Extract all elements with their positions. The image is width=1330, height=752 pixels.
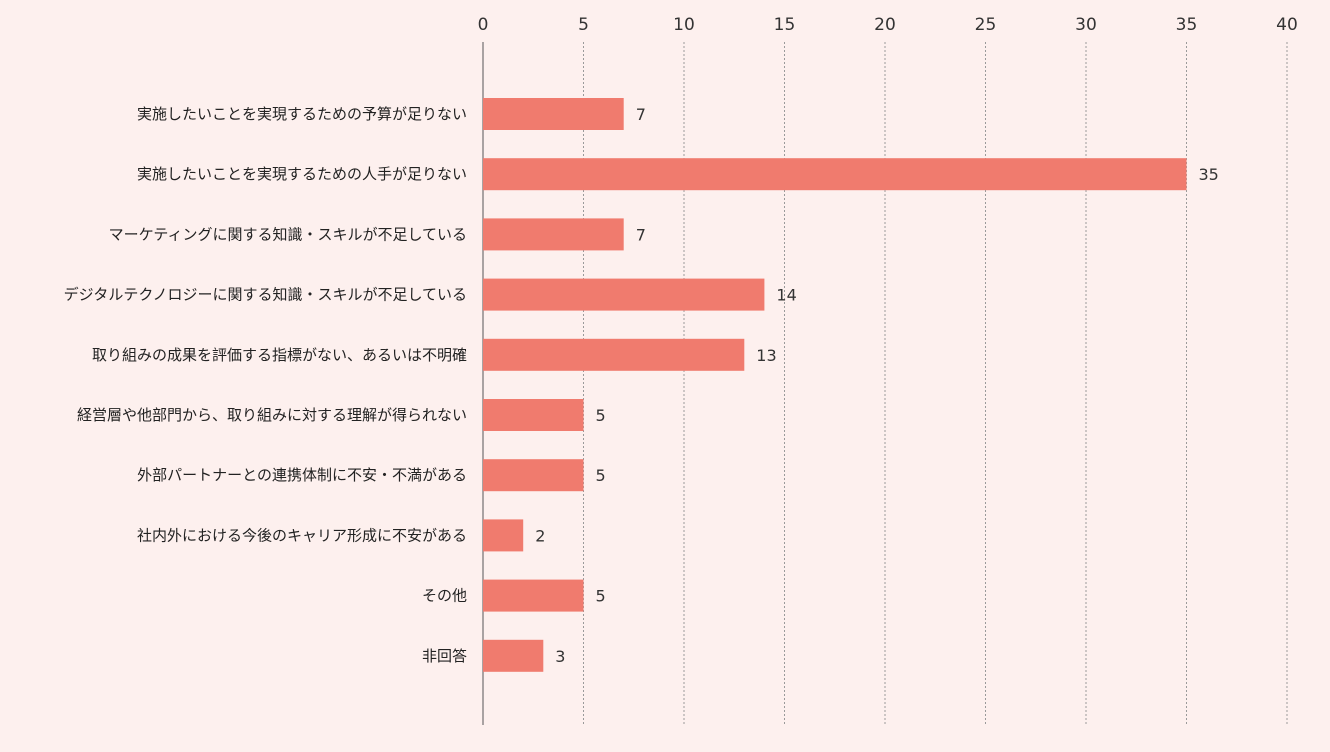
category-label: 外部パートナーとの連携体制に不安・不満がある — [137, 466, 467, 484]
category-labels: 実施したいことを実現するための予算が足りない実施したいことを実現するための人手が… — [64, 105, 467, 665]
x-tick-label: 10 — [673, 15, 695, 35]
gridlines — [583, 42, 1288, 725]
category-label: 取り組みの成果を評価する指標がない、あるいは不明確 — [92, 346, 467, 364]
category-label: 非回答 — [422, 647, 467, 665]
x-tick-label: 15 — [774, 15, 796, 35]
bar — [483, 158, 1187, 191]
bar — [483, 459, 584, 492]
data-label: 5 — [596, 466, 606, 485]
x-tick-label: 35 — [1176, 15, 1198, 35]
bar — [483, 579, 584, 612]
data-label: 7 — [636, 105, 646, 124]
data-label: 7 — [636, 225, 646, 244]
bar — [483, 519, 524, 552]
data-label: 5 — [596, 587, 606, 606]
category-label: マーケティングに関する知識・スキルが不足している — [109, 225, 467, 243]
category-label: 実施したいことを実現するための人手が足りない — [137, 165, 467, 183]
value-labels: 7 35 7 14 13 5 5 2 5 3 — [535, 105, 1219, 666]
category-label: デジタルテクノロジーに関する知識・スキルが不足している — [64, 286, 467, 304]
category-label: 実施したいことを実現するための予算が足りない — [137, 105, 467, 123]
x-tick-label: 30 — [1075, 15, 1097, 35]
x-tick-label: 40 — [1276, 15, 1298, 35]
data-label: 14 — [776, 286, 796, 305]
bar — [483, 338, 745, 371]
data-label: 5 — [596, 406, 606, 425]
category-label: 社内外における今後のキャリア形成に不安がある — [137, 526, 467, 544]
bar — [483, 639, 544, 672]
bar — [483, 218, 624, 251]
data-label: 13 — [756, 346, 776, 365]
x-tick-label: 0 — [478, 15, 489, 35]
category-label: 経営層や他部門から、取り組みに対する理解が得られない — [77, 406, 467, 424]
data-label: 2 — [535, 526, 545, 545]
bar — [483, 399, 584, 431]
category-label: その他 — [422, 587, 467, 605]
bar — [483, 98, 624, 130]
x-axis-ticks: 0 5 10 15 20 25 30 35 40 — [478, 15, 1298, 35]
x-tick-label: 25 — [975, 15, 997, 35]
data-label: 3 — [555, 647, 565, 666]
x-tick-label: 20 — [874, 15, 896, 35]
data-label: 35 — [1199, 165, 1219, 184]
x-tick-label: 5 — [578, 15, 589, 35]
bars — [483, 98, 1187, 672]
bar — [483, 278, 765, 311]
